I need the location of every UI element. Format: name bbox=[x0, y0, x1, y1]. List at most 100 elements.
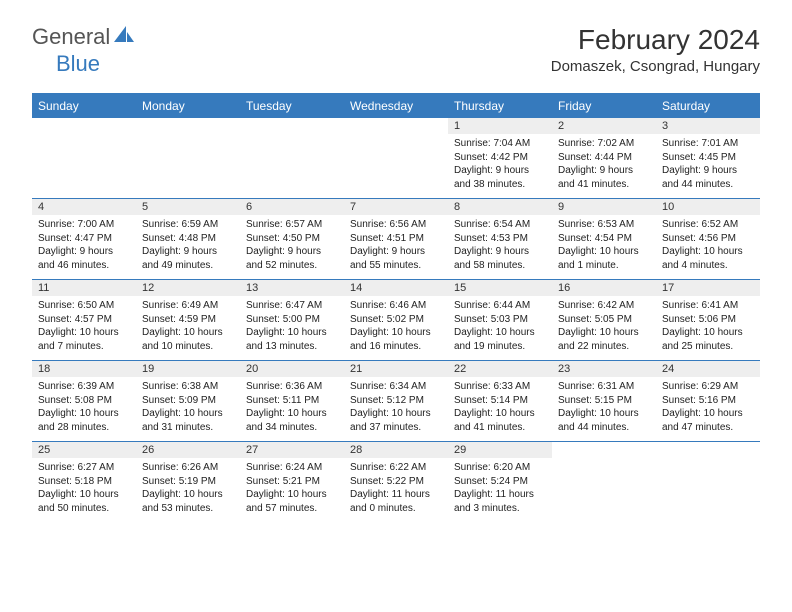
daylight-text: Daylight: 10 hours and 41 minutes. bbox=[454, 407, 546, 434]
sunrise-text: Sunrise: 6:50 AM bbox=[38, 299, 130, 313]
day-number: 13 bbox=[240, 280, 344, 296]
day-data: Sunrise: 6:39 AMSunset: 5:08 PMDaylight:… bbox=[32, 377, 136, 438]
sunrise-text: Sunrise: 6:31 AM bbox=[558, 380, 650, 394]
day-number: 8 bbox=[448, 199, 552, 215]
daylight-text: Daylight: 10 hours and 47 minutes. bbox=[662, 407, 754, 434]
daylight-text: Daylight: 10 hours and 28 minutes. bbox=[38, 407, 130, 434]
daylight-text: Daylight: 10 hours and 57 minutes. bbox=[246, 488, 338, 515]
sunrise-text: Sunrise: 6:49 AM bbox=[142, 299, 234, 313]
daylight-text: Daylight: 10 hours and 44 minutes. bbox=[558, 407, 650, 434]
sunset-text: Sunset: 5:21 PM bbox=[246, 475, 338, 489]
sunrise-text: Sunrise: 6:38 AM bbox=[142, 380, 234, 394]
day-data: Sunrise: 6:31 AMSunset: 5:15 PMDaylight:… bbox=[552, 377, 656, 438]
daylight-text: Daylight: 10 hours and 19 minutes. bbox=[454, 326, 546, 353]
daylight-text: Daylight: 10 hours and 4 minutes. bbox=[662, 245, 754, 272]
sunset-text: Sunset: 4:44 PM bbox=[558, 151, 650, 165]
sunset-text: Sunset: 5:19 PM bbox=[142, 475, 234, 489]
calendar-cell: 20Sunrise: 6:36 AMSunset: 5:11 PMDayligh… bbox=[240, 361, 344, 442]
day-number: 12 bbox=[136, 280, 240, 296]
day-number: 15 bbox=[448, 280, 552, 296]
daylight-text: Daylight: 10 hours and 34 minutes. bbox=[246, 407, 338, 434]
day-number: 18 bbox=[32, 361, 136, 377]
day-header: Wednesday bbox=[344, 94, 448, 118]
sunset-text: Sunset: 4:53 PM bbox=[454, 232, 546, 246]
calendar-cell: .. bbox=[552, 442, 656, 523]
sunrise-text: Sunrise: 6:29 AM bbox=[662, 380, 754, 394]
calendar-cell: 29Sunrise: 6:20 AMSunset: 5:24 PMDayligh… bbox=[448, 442, 552, 523]
day-number: 5 bbox=[136, 199, 240, 215]
day-data: Sunrise: 6:42 AMSunset: 5:05 PMDaylight:… bbox=[552, 296, 656, 357]
day-number: 16 bbox=[552, 280, 656, 296]
day-number: 19 bbox=[136, 361, 240, 377]
calendar-cell: .. bbox=[32, 118, 136, 199]
day-data: Sunrise: 6:46 AMSunset: 5:02 PMDaylight:… bbox=[344, 296, 448, 357]
calendar-cell: 6Sunrise: 6:57 AMSunset: 4:50 PMDaylight… bbox=[240, 199, 344, 280]
calendar-cell: 11Sunrise: 6:50 AMSunset: 4:57 PMDayligh… bbox=[32, 280, 136, 361]
calendar-cell: 21Sunrise: 6:34 AMSunset: 5:12 PMDayligh… bbox=[344, 361, 448, 442]
day-number: 6 bbox=[240, 199, 344, 215]
calendar-cell: 8Sunrise: 6:54 AMSunset: 4:53 PMDaylight… bbox=[448, 199, 552, 280]
calendar-table: SundayMondayTuesdayWednesdayThursdayFrid… bbox=[32, 93, 760, 522]
calendar-cell: 12 Sunrise: 6:49 AMSunset: 4:59 PMDayligh… bbox=[136, 280, 240, 361]
day-header: Saturday bbox=[656, 94, 760, 118]
brand-logo: General bbox=[32, 24, 136, 50]
day-data: Sunrise: 6:47 AMSunset: 5:00 PMDaylight:… bbox=[240, 296, 344, 357]
daylight-text: Daylight: 10 hours and 31 minutes. bbox=[142, 407, 234, 434]
daylight-text: Daylight: 10 hours and 10 minutes. bbox=[142, 326, 234, 353]
sunset-text: Sunset: 5:08 PM bbox=[38, 394, 130, 408]
day-number: 3 bbox=[656, 118, 760, 134]
day-data: Sunrise: 6:22 AMSunset: 5:22 PMDaylight:… bbox=[344, 458, 448, 519]
daylight-text: Daylight: 9 hours and 49 minutes. bbox=[142, 245, 234, 272]
daylight-text: Daylight: 11 hours and 0 minutes. bbox=[350, 488, 442, 515]
day-number: 9 bbox=[552, 199, 656, 215]
daylight-text: Daylight: 10 hours and 53 minutes. bbox=[142, 488, 234, 515]
calendar-week: 25Sunrise: 6:27 AMSunset: 5:18 PMDayligh… bbox=[32, 442, 760, 523]
calendar-week: 4Sunrise: 7:00 AMSunset: 4:47 PMDaylight… bbox=[32, 199, 760, 280]
sunset-text: Sunset: 5:22 PM bbox=[350, 475, 442, 489]
day-data: Sunrise: 6:26 AMSunset: 5:19 PMDaylight:… bbox=[136, 458, 240, 519]
day-data: Sunrise: 6:34 AMSunset: 5:12 PMDaylight:… bbox=[344, 377, 448, 438]
sunset-text: Sunset: 5:11 PM bbox=[246, 394, 338, 408]
sunrise-text: Sunrise: 6:26 AM bbox=[142, 461, 234, 475]
day-data: Sunrise: 6:24 AMSunset: 5:21 PMDaylight:… bbox=[240, 458, 344, 519]
sunrise-text: Sunrise: 6:22 AM bbox=[350, 461, 442, 475]
calendar-cell: .. bbox=[656, 442, 760, 523]
calendar-cell: .. bbox=[344, 118, 448, 199]
calendar-week: ........1Sunrise: 7:04 AMSunset: 4:42 PM… bbox=[32, 118, 760, 199]
sunrise-text: Sunrise: 6:42 AM bbox=[558, 299, 650, 313]
day-number: 26 bbox=[136, 442, 240, 458]
day-data: Sunrise: 6:44 AMSunset: 5:03 PMDaylight:… bbox=[448, 296, 552, 357]
sunset-text: Sunset: 4:59 PM bbox=[142, 313, 234, 327]
sunset-text: Sunset: 4:57 PM bbox=[38, 313, 130, 327]
sunrise-text: Sunrise: 6:47 AM bbox=[246, 299, 338, 313]
sunset-text: Sunset: 4:54 PM bbox=[558, 232, 650, 246]
daylight-text: Daylight: 9 hours and 58 minutes. bbox=[454, 245, 546, 272]
daylight-text: Daylight: 11 hours and 3 minutes. bbox=[454, 488, 546, 515]
sunrise-text: Sunrise: 6:46 AM bbox=[350, 299, 442, 313]
day-header: Friday bbox=[552, 94, 656, 118]
sunset-text: Sunset: 4:45 PM bbox=[662, 151, 754, 165]
day-header: Sunday bbox=[32, 94, 136, 118]
day-number: 21 bbox=[344, 361, 448, 377]
day-data: Sunrise: 6:57 AMSunset: 4:50 PMDaylight:… bbox=[240, 215, 344, 276]
calendar-cell: 2Sunrise: 7:02 AMSunset: 4:44 PMDaylight… bbox=[552, 118, 656, 199]
daylight-text: Daylight: 9 hours and 41 minutes. bbox=[558, 164, 650, 191]
calendar-cell: 26Sunrise: 6:26 AMSunset: 5:19 PMDayligh… bbox=[136, 442, 240, 523]
day-number: 4 bbox=[32, 199, 136, 215]
sunrise-text: Sunrise: 7:04 AM bbox=[454, 137, 546, 151]
sunrise-text: Sunrise: 6:39 AM bbox=[38, 380, 130, 394]
calendar-cell: 28Sunrise: 6:22 AMSunset: 5:22 PMDayligh… bbox=[344, 442, 448, 523]
day-data: Sunrise: 7:02 AMSunset: 4:44 PMDaylight:… bbox=[552, 134, 656, 195]
day-data: Sunrise: 7:00 AMSunset: 4:47 PMDaylight:… bbox=[32, 215, 136, 276]
day-number: 20 bbox=[240, 361, 344, 377]
calendar-cell: 16Sunrise: 6:42 AMSunset: 5:05 PMDayligh… bbox=[552, 280, 656, 361]
calendar-cell: 10Sunrise: 6:52 AMSunset: 4:56 PMDayligh… bbox=[656, 199, 760, 280]
calendar-cell: 9Sunrise: 6:53 AMSunset: 4:54 PMDaylight… bbox=[552, 199, 656, 280]
sunset-text: Sunset: 5:14 PM bbox=[454, 394, 546, 408]
sunrise-text: Sunrise: 7:01 AM bbox=[662, 137, 754, 151]
brand-part1: General bbox=[32, 24, 110, 50]
day-data: Sunrise: 6:53 AMSunset: 4:54 PMDaylight:… bbox=[552, 215, 656, 276]
day-data: Sunrise: 6:36 AMSunset: 5:11 PMDaylight:… bbox=[240, 377, 344, 438]
calendar-cell: 19Sunrise: 6:38 AMSunset: 5:09 PMDayligh… bbox=[136, 361, 240, 442]
day-header: Monday bbox=[136, 94, 240, 118]
